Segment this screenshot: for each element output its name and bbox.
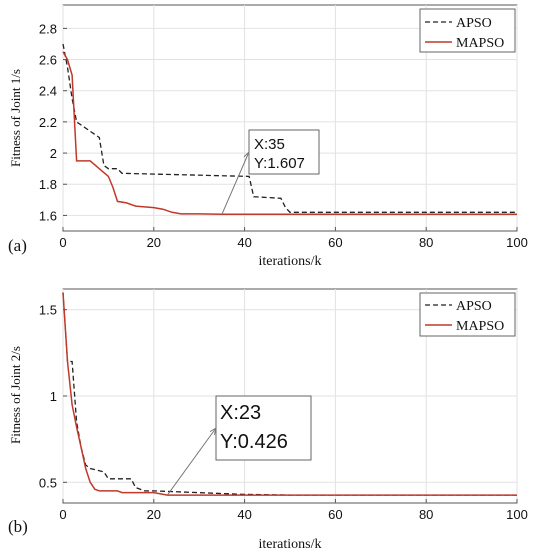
series-line-apso <box>62 43 517 213</box>
x-tick-label: 0 <box>59 507 66 522</box>
y-tick-label: 2.6 <box>39 53 57 68</box>
legend-box-a <box>419 8 516 53</box>
annotation-box-b <box>215 395 312 461</box>
legend-b: APSO MAPSO <box>419 292 516 337</box>
annotation-box-a <box>248 129 320 175</box>
legend-label-apso-b: APSO <box>456 299 492 314</box>
x-tick-label: 60 <box>328 235 342 250</box>
x-tick-label: 100 <box>506 507 528 522</box>
chart-b: 0.5 1 1.5 0 20 40 60 80 100 X:23 Y:0.426 APSO M… <box>8 288 528 552</box>
annotation-b: X:23 Y:0.426 <box>167 395 312 496</box>
y-tick-label: 0.5 <box>39 475 57 490</box>
x-tick-label: 80 <box>419 235 433 250</box>
y-tick-label: 2.2 <box>39 115 57 130</box>
panel-label-b: (b) <box>8 517 28 536</box>
x-ticks-b: 0 20 40 60 80 100 <box>59 499 528 522</box>
annotation-x-a: X:35 <box>254 136 285 153</box>
legend-label-apso-a: APSO <box>456 16 492 31</box>
x-tick-label: 40 <box>237 235 251 250</box>
annotation-arrow-b <box>167 427 217 496</box>
legend-label-mapso-a: MAPSO <box>456 36 504 51</box>
x-tick-label: 20 <box>147 235 161 250</box>
series-line-apso <box>62 292 517 496</box>
x-tick-label: 40 <box>237 507 251 522</box>
annotation-a: X:35 Y:1.607 <box>221 129 320 215</box>
series-b <box>62 292 517 496</box>
series-line-mapso <box>62 292 517 496</box>
x-tick-label: 100 <box>506 235 528 250</box>
x-tick-label: 0 <box>59 235 66 250</box>
series-a <box>62 43 517 216</box>
x-tick-label: 60 <box>328 507 342 522</box>
y-axis-label-a: Fitness of Joint 1/s <box>8 69 23 167</box>
y-tick-label: 1 <box>50 389 57 404</box>
annotation-arrowhead <box>209 426 217 435</box>
y-tick-label: 1.8 <box>39 177 57 192</box>
legend-label-mapso-b: MAPSO <box>456 319 504 334</box>
annotation-arrowhead <box>243 150 250 160</box>
x-tick-label: 80 <box>419 507 433 522</box>
annotation-arrow-a <box>221 151 250 215</box>
y-tick-label: 1.6 <box>39 208 57 223</box>
legend-a: APSO MAPSO <box>419 8 516 53</box>
panel-label-a: (a) <box>8 236 27 255</box>
x-axis-label-a: iterations/k <box>259 254 322 269</box>
series-line-mapso <box>62 51 517 216</box>
annotation-y-b: Y:0.426 <box>220 431 288 453</box>
y-tick-label: 2.4 <box>39 84 57 99</box>
y-tick-label: 1.5 <box>39 303 57 318</box>
y-tick-label: 2.8 <box>39 21 57 36</box>
x-axis-label-b: iterations/k <box>259 537 322 552</box>
annotation-x-b: X:23 <box>220 402 261 424</box>
y-ticks-a: 1.6 1.8 2 2.2 2.4 2.6 2.8 <box>39 21 67 223</box>
x-ticks-a: 0 20 40 60 80 100 <box>59 227 528 250</box>
annotation-y-a: Y:1.607 <box>254 155 305 172</box>
chart-a: 1.6 1.8 2 2.2 2.4 2.6 2.8 0 20 40 60 80 100 X:35 Y:… <box>8 4 528 269</box>
legend-box-b <box>419 292 516 337</box>
x-tick-label: 20 <box>147 507 161 522</box>
y-axis-label-b: Fitness of Joint 2/s <box>8 346 23 444</box>
y-tick-label: 2 <box>50 146 57 161</box>
